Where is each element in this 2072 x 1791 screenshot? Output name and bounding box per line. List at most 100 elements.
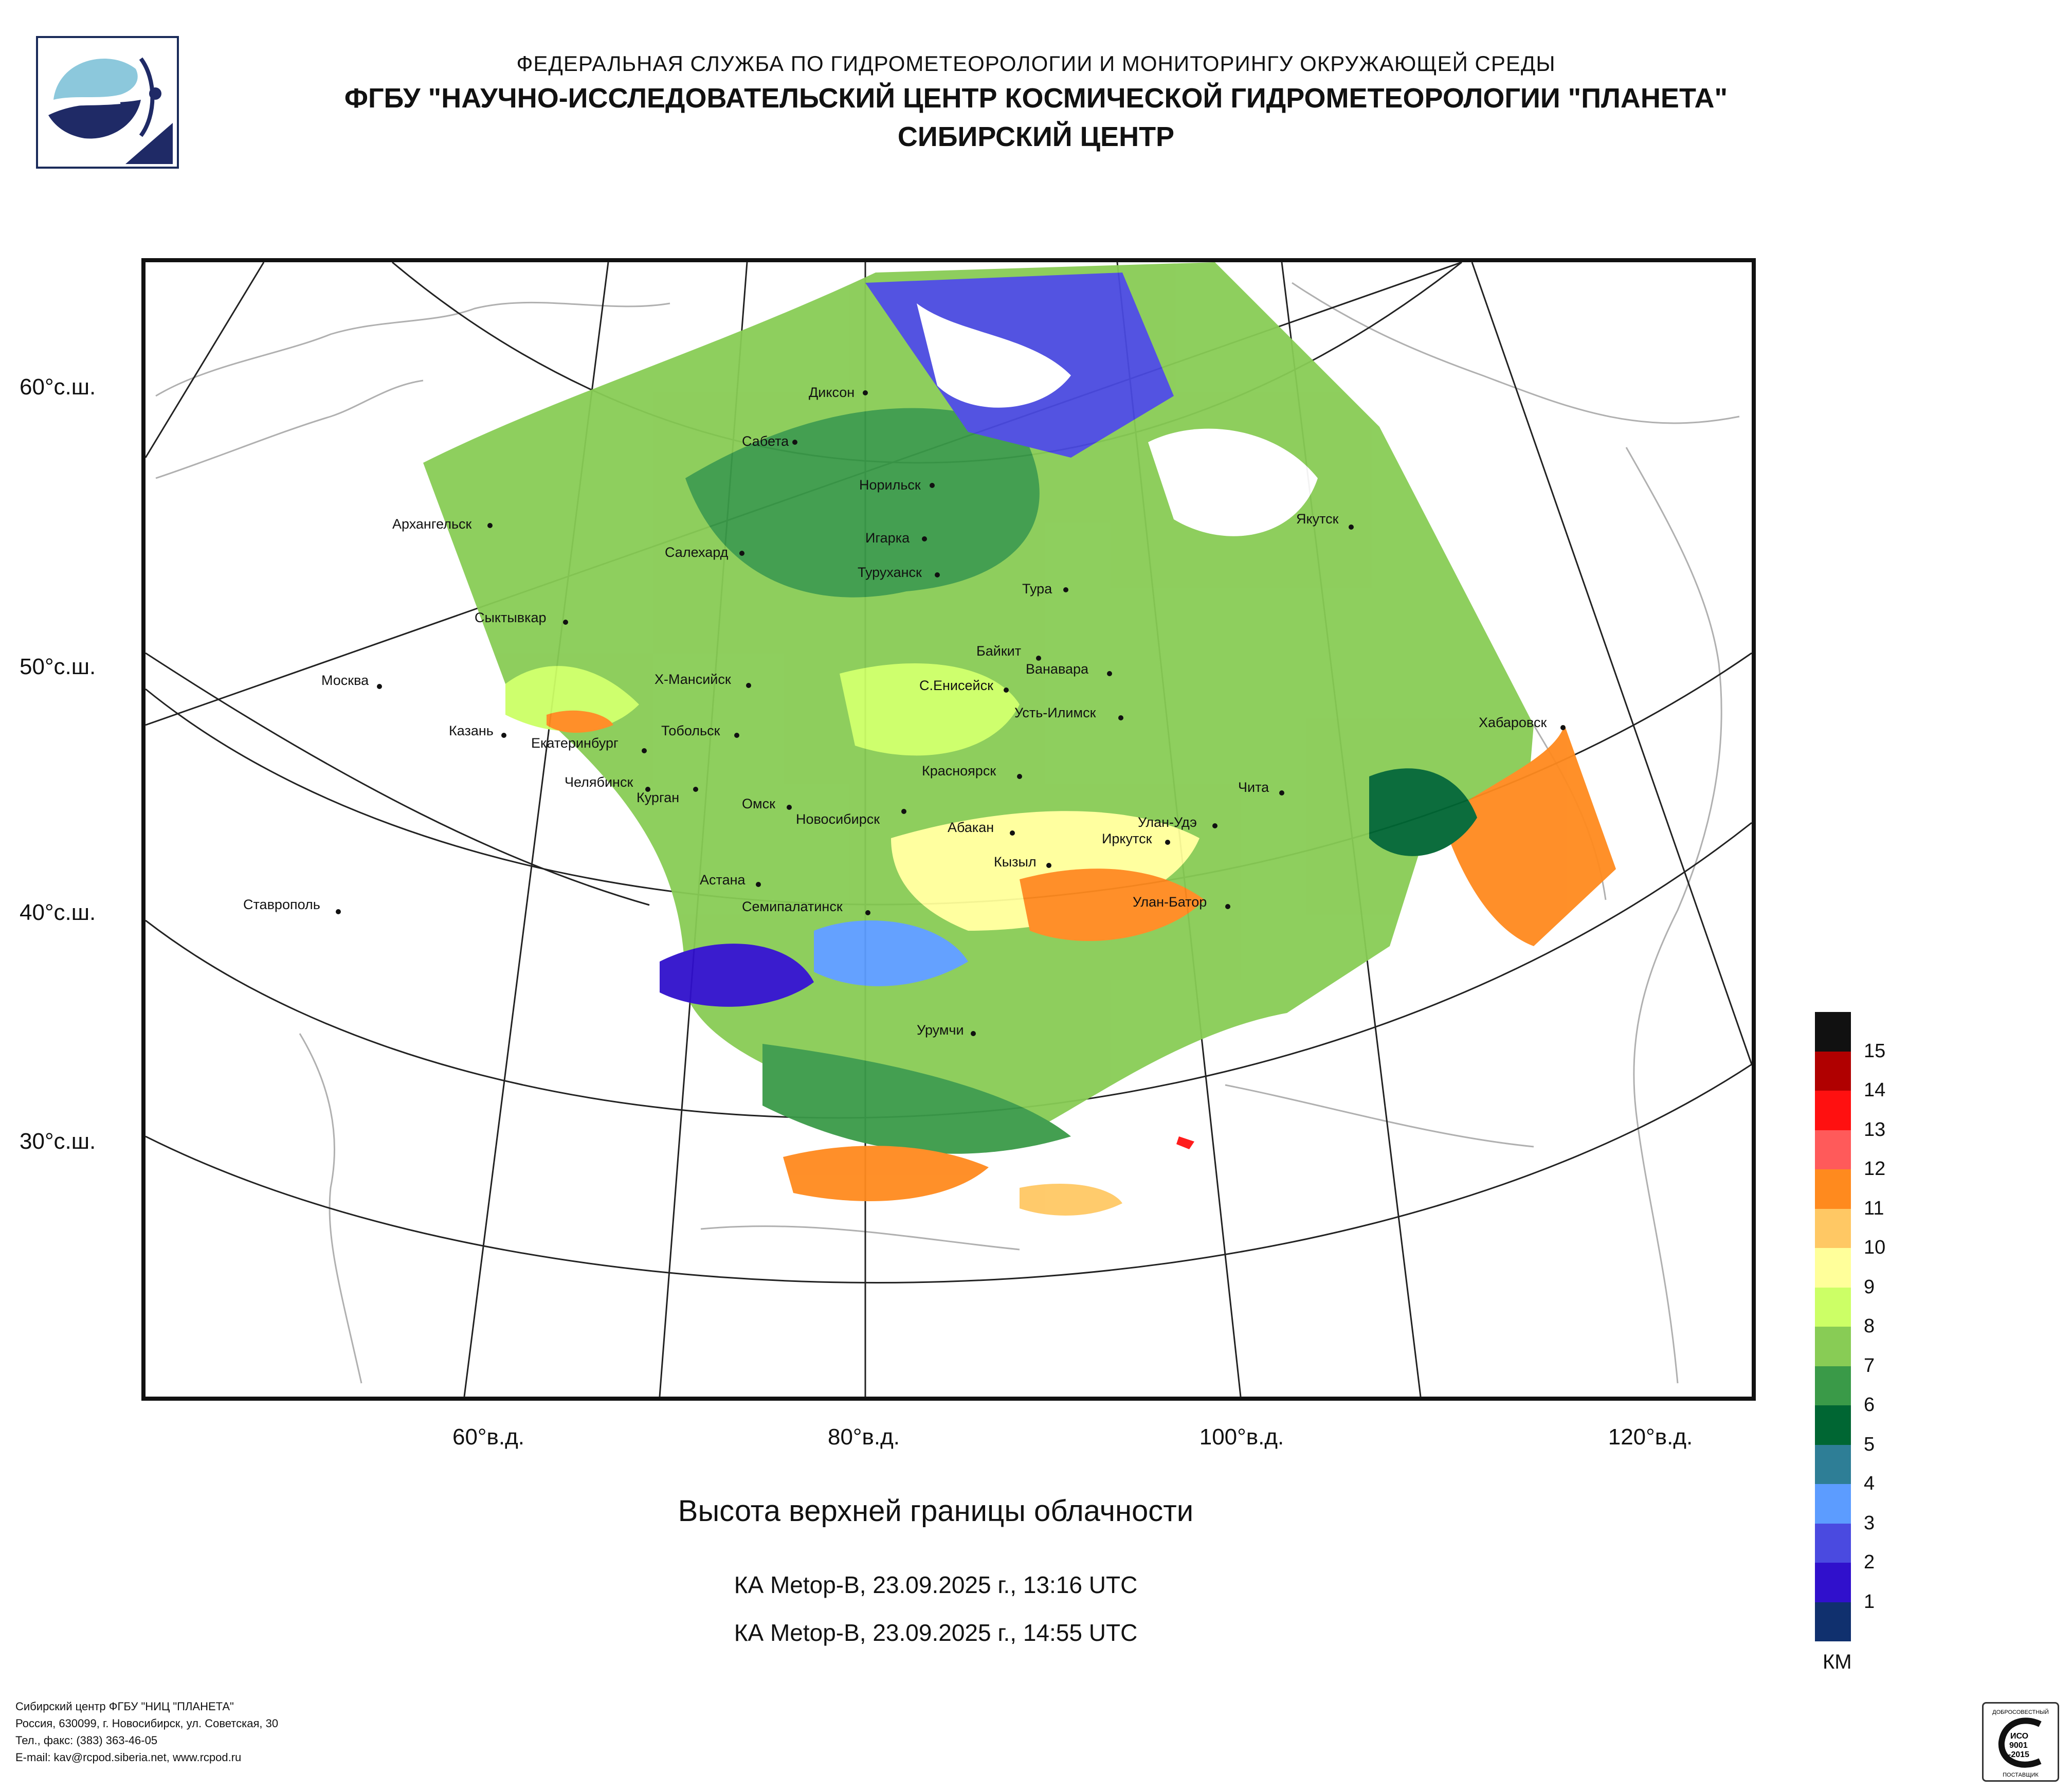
legend-swatch <box>1815 1366 1851 1405</box>
city-turukhansk: Туруханск <box>858 565 940 580</box>
svg-text:Красноярск: Красноярск <box>922 763 996 779</box>
coastlines <box>155 282 1740 1384</box>
svg-text:Сабета: Сабета <box>742 433 789 449</box>
city-tura: Тура <box>1022 581 1068 596</box>
city-abakan: Абакан <box>948 820 1015 836</box>
footer-line: E-mail: kav@rcpod.siberia.net, www.rcpod… <box>15 1751 242 1764</box>
legend-value-label: 11 <box>1864 1197 1884 1219</box>
cloud-swath <box>423 262 1616 1216</box>
agency-name: ФЕДЕРАЛЬНАЯ СЛУЖБА ПО ГИДРОМЕТЕОРОЛОГИИ … <box>516 51 1556 76</box>
city-vanavara: Ванавара <box>1026 661 1112 677</box>
svg-text:Диксон: Диксон <box>809 385 855 400</box>
legend-swatch <box>1815 1327 1851 1366</box>
city-ulan-bator: Улан-Батор <box>1133 894 1230 910</box>
city-stavropol: Ставрополь <box>243 897 341 914</box>
map-canvas: Диксон Сабета Норильск Архангельск Салех… <box>146 262 1752 1397</box>
svg-text:Новосибирск: Новосибирск <box>796 811 880 827</box>
pass-1-caption: КА Metop-B, 23.09.2025 г., 13:16 UTC <box>734 1571 1138 1598</box>
svg-text:Челябинск: Челябинск <box>565 774 633 790</box>
product-title: Высота верхней границы облачности <box>678 1494 1194 1528</box>
svg-text:Улан-Батор: Улан-Батор <box>1133 894 1207 910</box>
svg-text:Курган: Курган <box>637 790 679 805</box>
svg-text:Салехард: Салехард <box>665 545 729 560</box>
city-kazan: Казань <box>449 723 506 738</box>
planeta-logo <box>36 36 179 169</box>
legend-value-label: 7 <box>1864 1354 1875 1377</box>
svg-text:Ставрополь: Ставрополь <box>243 897 320 912</box>
lon-label-120: 120°в.д. <box>1608 1424 1693 1450</box>
lon-label-100: 100°в.д. <box>1199 1424 1284 1450</box>
cloud-top-height-map: Диксон Сабета Норильск Архангельск Салех… <box>141 258 1756 1401</box>
legend-unit: КМ <box>1823 1651 1852 1673</box>
legend-value-label: 8 <box>1864 1315 1875 1337</box>
svg-text:Абакан: Абакан <box>948 820 994 835</box>
svg-text:Улан-Удэ: Улан-Удэ <box>1138 815 1197 830</box>
city-salekhard: Салехард <box>665 545 744 560</box>
footer-line: Россия, 630099, г. Новосибирск, ул. Сове… <box>15 1717 279 1730</box>
city-chita: Чита <box>1238 780 1284 795</box>
svg-text:Кызыл: Кызыл <box>994 854 1037 870</box>
lat-label-50: 50°с.ш. <box>20 654 96 679</box>
city-s-yeniseisk: С.Енисейск <box>919 678 1009 693</box>
legend-value-label: 15 <box>1864 1040 1886 1062</box>
city-arkhangelsk: Архангельск <box>392 516 493 532</box>
svg-text:Екатеринбург: Екатеринбург <box>531 735 619 751</box>
footer-line: Тел., факс: (383) 363-46-05 <box>15 1734 158 1747</box>
svg-text:Сыктывкар: Сыктывкар <box>475 610 547 625</box>
institute-name: ФГБУ "НАУЧНО-ИССЛЕДОВАТЕЛЬСКИЙ ЦЕНТР КОС… <box>344 83 1728 114</box>
city-syktyvkar: Сыктывкар <box>475 610 568 625</box>
legend-swatch <box>1815 1484 1851 1524</box>
svg-text:Иркутск: Иркутск <box>1102 831 1152 846</box>
svg-text:Астана: Астана <box>700 872 746 888</box>
city-igarka: Игарка <box>865 530 927 546</box>
lat-label-30: 30°с.ш. <box>20 1129 96 1154</box>
legend-swatch <box>1815 1091 1851 1130</box>
lon-label-60: 60°в.д. <box>452 1424 525 1450</box>
legend-swatch <box>1815 1208 1851 1248</box>
svg-text:9001: 9001 <box>2009 1741 2028 1750</box>
svg-text:Якутск: Якутск <box>1296 511 1339 527</box>
city-markers: Диксон Сабета Норильск Архангельск Салех… <box>243 385 1566 1038</box>
city-krasnoyarsk: Красноярск <box>922 763 1022 779</box>
svg-text:Усть-Илимск: Усть-Илимск <box>1014 705 1096 720</box>
legend-swatch <box>1815 1051 1851 1091</box>
svg-text:ДОБРОСОВЕСТНЫЙ: ДОБРОСОВЕСТНЫЙ <box>1992 1709 2049 1715</box>
city-novosibirsk: Новосибирск <box>796 809 906 827</box>
height-color-legend <box>1815 1012 1851 1641</box>
city-yakutsk: Якутск <box>1296 511 1354 530</box>
legend-swatch <box>1815 1523 1851 1563</box>
city-kurgan: Курган <box>637 787 698 805</box>
city-ust-ilimsk: Усть-Илимск <box>1014 705 1123 720</box>
city-khanty-mansiysk: Х-Мансийск <box>655 672 751 688</box>
legend-value-label: 1 <box>1864 1590 1875 1613</box>
svg-text:Тобольск: Тобольск <box>661 723 720 738</box>
svg-text:Тура: Тура <box>1022 581 1052 596</box>
svg-text:Хабаровск: Хабаровск <box>1479 715 1547 730</box>
legend-swatch <box>1815 1248 1851 1288</box>
lat-label-60: 60°с.ш. <box>20 374 96 400</box>
svg-text:Чита: Чита <box>1238 780 1269 795</box>
city-khabarovsk: Хабаровск <box>1479 715 1566 730</box>
legend-swatch <box>1815 1130 1851 1169</box>
legend-swatch <box>1815 1444 1851 1484</box>
city-kyzyl: Кызыл <box>994 854 1051 870</box>
center-name: СИБИРСКИЙ ЦЕНТР <box>897 121 1175 152</box>
city-dikson: Диксон <box>809 385 868 400</box>
city-yekaterinburg: Екатеринбург <box>531 735 647 753</box>
city-semipalatinsk: Семипалатинск <box>742 899 870 915</box>
city-tobolsk: Тобольск <box>661 723 739 738</box>
legend-value-label: 4 <box>1864 1473 1875 1494</box>
svg-text:С.Енисейск: С.Енисейск <box>919 678 993 693</box>
pass-2-caption: КА Metop-B, 23.09.2025 г., 14:55 UTC <box>734 1619 1138 1646</box>
legend-value-label: 2 <box>1864 1551 1875 1573</box>
svg-text:ПОСТАВЩИК: ПОСТАВЩИК <box>2003 1772 2039 1778</box>
city-urumqi: Урумчи <box>917 1022 976 1038</box>
legend-swatch <box>1815 1563 1851 1602</box>
contact-footer: Сибирский центр ФГБУ "НИЦ "ПЛАНЕТА" Росс… <box>15 1698 278 1766</box>
legend-swatch <box>1815 1012 1851 1052</box>
svg-text:Омск: Омск <box>742 796 775 811</box>
iso-certification-badge: ДОБРОСОВЕСТНЫЙ ИСО 9001 -2015 ПОСТАВЩИК <box>1982 1702 2059 1782</box>
svg-text:Семипалатинск: Семипалатинск <box>742 899 843 914</box>
svg-text:Туруханск: Туруханск <box>858 565 922 580</box>
city-astana: Астана <box>700 872 761 888</box>
